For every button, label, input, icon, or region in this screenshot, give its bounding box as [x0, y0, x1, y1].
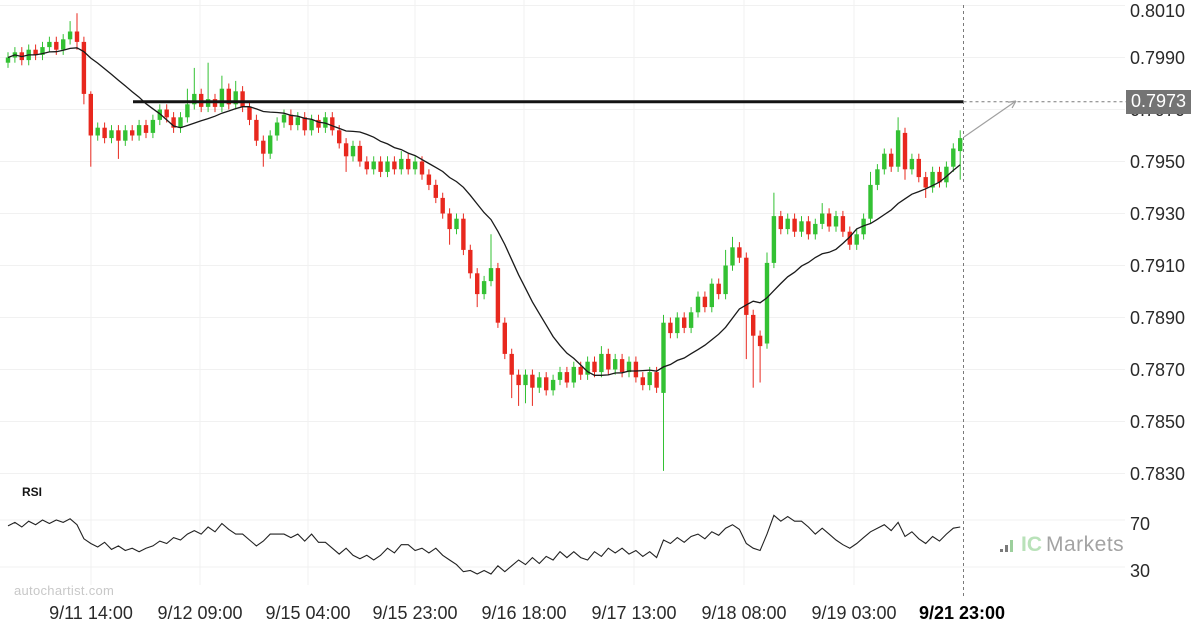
- time-tick-label: 9/12 09:00: [157, 603, 243, 623]
- price-tick-label: 0.8010: [1130, 1, 1186, 21]
- grid-layer: [0, 0, 1125, 585]
- time-tick-label: 9/11 14:00: [49, 603, 133, 623]
- price-tick-label: 0.7930: [1130, 203, 1186, 224]
- time-tick-label: 9/15 04:00: [265, 603, 351, 623]
- rsi-line: [7, 514, 961, 575]
- logo-text-ic: IC: [1021, 533, 1042, 556]
- time-tick-label: 9/19 03:00: [811, 603, 897, 623]
- price-tick-label: 0.7950: [1130, 151, 1186, 172]
- broker-logo: IC Markets: [1000, 534, 1124, 556]
- logo-text-markets: Markets: [1046, 533, 1125, 556]
- price-tick-label: 0.7850: [1130, 411, 1186, 432]
- price-tick-label: 0.7870: [1130, 359, 1186, 380]
- price-alert-badge: 0.7973: [1126, 89, 1192, 114]
- time-tick-label: 9/15 23:00: [372, 603, 458, 623]
- price-tick-label: 0.7830: [1130, 463, 1186, 484]
- bar-chart-icon: [1000, 540, 1013, 552]
- price-tick-label: 0.7990: [1130, 47, 1186, 68]
- watermark: autochartist.com: [14, 583, 115, 598]
- price-tick-label: 0.7890: [1130, 307, 1186, 328]
- rsi-pane-label: RSI: [22, 485, 43, 499]
- rsi-tick-label: 30: [1130, 561, 1151, 581]
- time-tick-label: 9/18 08:00: [701, 603, 787, 623]
- time-tick-label: 9/17 13:00: [591, 603, 677, 623]
- price-tick-label: 0.7910: [1130, 255, 1186, 276]
- time-tick-label: 9/21 23:00: [918, 603, 1006, 623]
- candle-layer: [5, 13, 963, 471]
- annotation-layer: [133, 5, 1126, 596]
- trend-arrow: [963, 100, 1017, 138]
- ma-line: [7, 47, 961, 376]
- rsi-tick-label: 70: [1130, 514, 1151, 534]
- time-tick-label: 9/16 18:00: [481, 603, 567, 623]
